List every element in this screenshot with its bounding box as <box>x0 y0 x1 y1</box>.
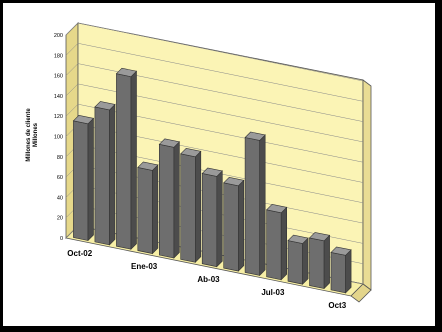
gridline-side <box>65 83 79 97</box>
bar-side <box>109 103 116 246</box>
bar <box>201 167 223 268</box>
x-category-label: Oct-02 <box>67 249 92 258</box>
bar-front <box>116 73 132 250</box>
y-tick-label: 140 <box>54 94 63 100</box>
bar-side <box>87 117 94 242</box>
bar-side <box>195 150 202 264</box>
bar-top <box>330 246 352 256</box>
bar-chart: 0 20 40 60 80 100 120 140 160 180 200 Oct-02 Ene-03… <box>26 22 372 310</box>
bar-front <box>309 237 325 289</box>
end-wall <box>362 79 372 291</box>
x-category-label: Jul-03 <box>261 288 285 297</box>
bar <box>330 246 352 294</box>
bar-front <box>73 120 89 241</box>
bar-top <box>72 114 95 125</box>
bar-front <box>223 182 239 272</box>
bar-top <box>94 101 116 111</box>
bar <box>308 232 331 290</box>
x-category-label: Ene-03 <box>131 262 158 271</box>
gridline <box>77 43 364 102</box>
bar-top <box>265 203 288 214</box>
y-tick-label: 20 <box>57 216 63 222</box>
bar-top <box>287 234 309 244</box>
bar <box>180 147 202 264</box>
bar-front <box>266 209 282 281</box>
bar <box>244 131 266 277</box>
y-tick-label: 0 <box>60 236 63 242</box>
bar <box>287 234 309 285</box>
y-axis-label-secondary: Millones <box>33 122 39 147</box>
bar-top <box>180 147 202 158</box>
bar-front <box>330 252 346 294</box>
bar-side <box>130 70 137 250</box>
floor-edge <box>350 283 372 303</box>
y-tick-label: 200 <box>54 33 63 39</box>
y-tick-label: 80 <box>57 155 63 161</box>
bar-front <box>180 153 196 263</box>
y-tick-label: 160 <box>54 74 63 80</box>
bar <box>158 138 181 259</box>
y-tick-label: 180 <box>54 53 63 59</box>
bar <box>223 176 245 272</box>
bar-side <box>216 170 223 268</box>
bar-side <box>152 164 159 255</box>
bar-side <box>238 179 245 272</box>
bar-front <box>94 106 110 246</box>
gridline-side <box>65 104 79 117</box>
bar-side <box>259 134 266 277</box>
bar-side <box>345 249 352 294</box>
bar <box>94 101 116 246</box>
y-tick-label: 100 <box>54 135 63 141</box>
bar-top <box>244 131 266 141</box>
gridline-side <box>65 43 79 56</box>
bar <box>265 203 288 281</box>
y-tick-label: 60 <box>57 175 63 181</box>
bar-top <box>308 232 331 242</box>
y-axis-label: Millones de cliente <box>26 108 32 162</box>
bar-top <box>137 161 159 171</box>
bar-side <box>280 206 288 281</box>
bar-front <box>201 173 218 268</box>
bar-side <box>302 237 309 285</box>
bar-front <box>287 240 303 285</box>
chart-frame: 0 20 40 60 80 100 120 140 160 180 200 Oct-02 Ene-03… <box>3 3 435 326</box>
x-category-label: Oct3 <box>328 301 346 310</box>
y-tick-label: 120 <box>54 114 63 120</box>
bar-top <box>223 176 245 187</box>
bar-front <box>244 137 261 276</box>
bar-side <box>173 141 180 259</box>
bar-top <box>158 138 181 148</box>
bar-side <box>323 234 330 290</box>
gridline-side <box>65 63 79 76</box>
bar-front <box>159 143 175 259</box>
bar <box>115 67 138 250</box>
gridline <box>77 22 364 82</box>
x-category-label: Ab-03 <box>197 275 220 284</box>
y-tick-label: 40 <box>57 195 63 201</box>
bar <box>72 114 95 242</box>
gridline-side <box>65 22 79 36</box>
bar <box>137 161 159 255</box>
bar-top <box>201 167 223 177</box>
bar-top <box>115 67 138 78</box>
bar-front <box>137 167 153 254</box>
